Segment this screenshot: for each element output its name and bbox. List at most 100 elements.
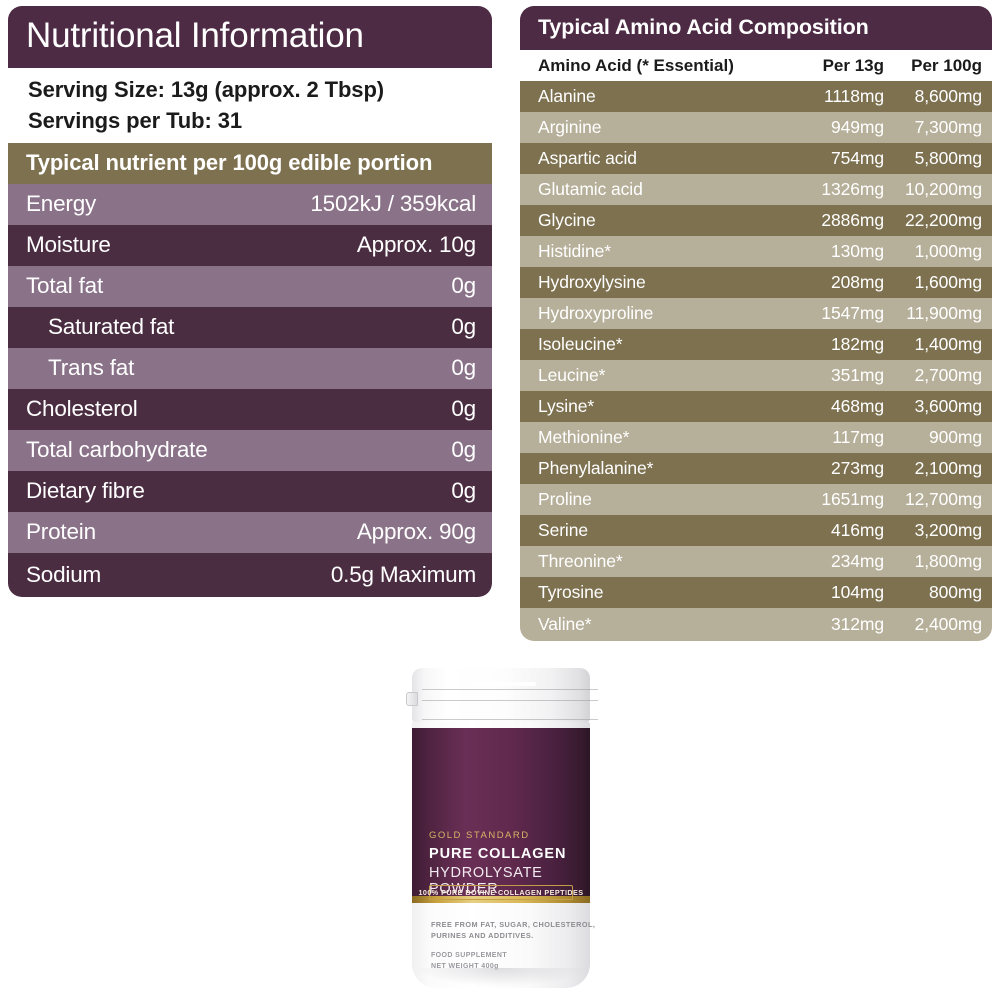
amino-acid-name: Hydroxylysine <box>538 272 646 292</box>
table-row: Aspartic acid 754mg 5,800mg <box>520 143 992 174</box>
amino-acid-per-13g: 273mg <box>830 458 884 478</box>
tub-bottom-shadow <box>417 968 585 986</box>
column-header-amino-acid: Amino Acid (* Essential) <box>538 55 734 75</box>
lid-seam <box>422 700 598 701</box>
amino-acid-name: Aspartic acid <box>538 148 637 168</box>
table-row: Serine 416mg 3,200mg <box>520 515 992 546</box>
table-row: Dietary fibre 0g <box>8 470 492 512</box>
food-supplement-label: FOOD SUPPLEMENT <box>431 952 508 959</box>
amino-acid-per-100g: 1,800mg <box>914 551 983 571</box>
amino-acid-name: Histidine* <box>538 241 611 261</box>
nutrient-table-subheader-label: Typical nutrient per 100g edible portion <box>26 149 433 175</box>
amino-acid-per-100g: 10,200mg <box>904 179 982 199</box>
table-row: Hydroxylysine 208mg 1,600mg <box>520 267 992 298</box>
amino-acid-per-100g: 12,700mg <box>904 489 982 509</box>
amino-acid-name: Serine <box>538 520 588 540</box>
nutrient-label: Trans fat <box>48 355 135 381</box>
table-row: Threonine* 234mg 1,800mg <box>520 546 992 577</box>
amino-acid-name: Lysine* <box>538 396 595 416</box>
table-row: Trans fat 0g <box>8 347 492 389</box>
amino-acid-per-13g: 416mg <box>830 520 884 540</box>
amino-acid-name: Phenylalanine* <box>538 458 654 478</box>
amino-acid-per-100g: 800mg <box>928 582 982 602</box>
table-row: Glutamic acid 1326mg 10,200mg <box>520 174 992 205</box>
amino-panel-title: Typical Amino Acid Composition <box>538 15 869 39</box>
amino-acid-per-100g: 2,400mg <box>914 614 983 634</box>
nutrient-table-subheader: Typical nutrient per 100g edible portion <box>8 142 492 184</box>
tamper-tab <box>406 692 418 706</box>
product-claim-box: 100% PURE BOVINE COLLAGEN PEPTIDES <box>418 885 583 900</box>
amino-acid-per-100g: 3,200mg <box>914 520 983 540</box>
table-row: Total carbohydrate 0g <box>8 429 492 471</box>
nutrient-value: 0g <box>451 314 476 340</box>
column-header-per-13g: Per 13g <box>822 55 884 75</box>
amino-acid-per-100g: 8,600mg <box>914 86 983 106</box>
amino-acid-per-100g: 900mg <box>928 427 982 447</box>
table-row: Isoleucine* 182mg 1,400mg <box>520 329 992 360</box>
product-tub-image: GOLD STANDARD PURE COLLAGEN HYDROLYSATE … <box>403 668 599 988</box>
amino-acid-per-100g: 1,600mg <box>914 272 983 292</box>
net-weight-label: NET WEIGHT 400g <box>431 963 499 971</box>
tub-lid <box>412 668 598 722</box>
amino-acid-per-100g: 3,600mg <box>914 396 983 416</box>
nutrient-value: 0g <box>451 478 476 504</box>
amino-acid-name: Proline <box>538 489 592 509</box>
table-row: Sodium 0.5g Maximum <box>8 552 492 597</box>
nutrient-value: Approx. 10g <box>356 232 476 258</box>
amino-acid-name: Glutamic acid <box>538 179 643 199</box>
amino-acid-per-13g: 2886mg <box>821 210 884 230</box>
lid-seam <box>422 689 598 690</box>
amino-acid-per-100g: 5,800mg <box>914 148 983 168</box>
nutrient-value: 0g <box>451 355 476 381</box>
table-row: Histidine* 130mg 1,000mg <box>520 236 992 267</box>
table-row: Methionine* 117mg 900mg <box>520 422 992 453</box>
amino-acid-per-13g: 949mg <box>830 117 884 137</box>
amino-acid-per-100g: 1,400mg <box>914 334 983 354</box>
amino-acid-composition-panel: Typical Amino Acid Composition Amino Aci… <box>520 6 992 641</box>
amino-acid-table: Alanine 1118mg 8,600mg Arginine 949mg 7,… <box>520 81 992 641</box>
amino-acid-per-100g: 22,200mg <box>904 210 982 230</box>
amino-acid-per-13g: 117mg <box>832 427 884 447</box>
amino-acid-name: Arginine <box>538 117 602 137</box>
nutrient-label: Cholesterol <box>26 396 138 422</box>
table-row: Energy 1502kJ / 359kcal <box>8 183 492 225</box>
nutrient-value: 0g <box>451 396 476 422</box>
nutrient-value: 0.5g Maximum <box>330 561 476 587</box>
table-row: Arginine 949mg 7,300mg <box>520 112 992 143</box>
amino-acid-per-13g: 1326mg <box>821 179 884 199</box>
nutrient-value: 1502kJ / 359kcal <box>310 191 476 217</box>
nutrient-label: Total carbohydrate <box>26 437 208 463</box>
table-row: Protein Approx. 90g <box>8 511 492 553</box>
amino-acid-per-13g: 234mg <box>830 551 884 571</box>
product-brand: GOLD STANDARD <box>429 830 530 841</box>
amino-acid-per-100g: 11,900mg <box>906 303 982 323</box>
amino-acid-name: Threonine* <box>538 551 623 571</box>
table-row: Total fat 0g <box>8 265 492 307</box>
amino-acid-name: Methionine* <box>538 427 630 447</box>
serving-info-block: Serving Size: 13g (approx. 2 Tbsp) Servi… <box>8 68 492 143</box>
fineprint-line-1: FREE FROM FAT, SUGAR, CHOLESTEROL, <box>431 920 596 929</box>
nutrient-value: 0g <box>451 273 476 299</box>
table-row: Tyrosine 104mg 800mg <box>520 577 992 608</box>
serving-size-line: Serving Size: 13g (approx. 2 Tbsp) <box>28 77 385 103</box>
amino-acid-name: Hydroxyproline <box>538 303 654 323</box>
lid-seam <box>422 719 598 720</box>
page-title: Nutritional Information <box>26 16 364 55</box>
nutrient-label: Energy <box>26 191 97 217</box>
nutritional-information-panel: Nutritional Information Serving Size: 13… <box>8 6 492 597</box>
tub-label: GOLD STANDARD PURE COLLAGEN HYDROLYSATE … <box>412 728 590 910</box>
amino-acid-per-100g: 2,700mg <box>914 365 983 385</box>
amino-acid-name: Isoleucine* <box>538 334 623 354</box>
amino-acid-per-13g: 351mg <box>830 365 884 385</box>
fineprint-line-2: PURINES AND ADDITIVES. <box>431 931 534 941</box>
table-row: Moisture Approx. 10g <box>8 224 492 266</box>
nutrient-label: Moisture <box>26 232 111 258</box>
label-purple-field <box>412 728 590 896</box>
table-row: Proline 1651mg 12,700mg <box>520 484 992 515</box>
amino-acid-name: Leucine* <box>538 365 606 385</box>
table-row: Alanine 1118mg 8,600mg <box>520 81 992 112</box>
column-header-per-100g: Per 100g <box>911 55 982 75</box>
nutrient-label: Total fat <box>26 273 103 299</box>
product-name-line1: PURE COLLAGEN <box>429 846 567 862</box>
amino-panel-header: Typical Amino Acid Composition <box>520 6 992 50</box>
